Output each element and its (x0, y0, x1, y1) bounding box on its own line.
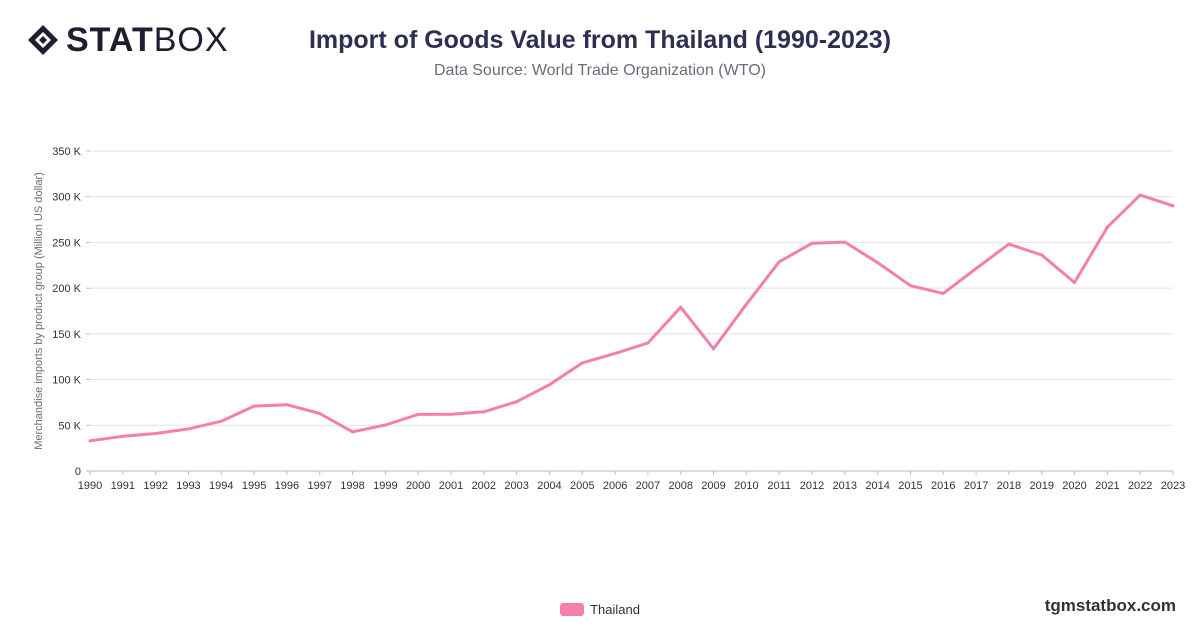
data-point (351, 430, 355, 434)
y-tick-label: 250 K (52, 237, 81, 249)
statbox-logo: STATBOX (26, 22, 229, 58)
y-tick-label: 100 K (52, 375, 81, 387)
data-point (416, 412, 420, 416)
data-point (679, 305, 683, 309)
y-axis-label: Merchandise imports by product group (Mi… (33, 172, 45, 450)
data-point (646, 341, 650, 345)
data-point (383, 423, 387, 427)
data-point (974, 266, 978, 270)
data-point (219, 419, 223, 423)
chart-legend[interactable]: Thailand (0, 602, 1200, 617)
x-tick-label: 1995 (242, 480, 266, 492)
legend-label: Thailand (590, 602, 640, 617)
x-tick-label: 1990 (78, 480, 102, 492)
data-point (154, 432, 158, 436)
data-point (1105, 225, 1109, 229)
x-tick-label: 1991 (111, 480, 135, 492)
y-tick-label: 350 K (52, 146, 81, 158)
x-tick-label: 2009 (701, 480, 725, 492)
x-tick-label: 1992 (143, 480, 167, 492)
x-tick-label: 2002 (472, 480, 496, 492)
x-tick-label: 1998 (340, 480, 364, 492)
diamond-logo-icon (28, 25, 58, 55)
brand-footer: tgmstatbox.com (1044, 596, 1176, 615)
x-tick-label: 2021 (1095, 480, 1119, 492)
series-line-thailand (88, 193, 1175, 443)
data-point (88, 439, 92, 443)
data-point (1007, 242, 1011, 246)
x-tick-label: 2003 (504, 480, 528, 492)
x-tick-label: 2011 (767, 480, 791, 492)
y-tick-label: 50 K (58, 420, 81, 432)
data-point (613, 351, 617, 355)
x-tick-label: 2013 (833, 480, 857, 492)
x-tick-label: 2018 (997, 480, 1021, 492)
legend-swatch (560, 603, 585, 616)
x-tick-label: 1997 (307, 480, 331, 492)
data-point (252, 404, 256, 408)
x-tick-label: 2004 (537, 480, 561, 492)
x-tick-label: 1996 (275, 480, 299, 492)
x-tick-label: 1999 (373, 480, 397, 492)
x-tick-label: 2015 (898, 480, 922, 492)
y-tick-label: 150 K (52, 329, 81, 341)
data-point (712, 347, 716, 351)
x-tick-label: 2016 (931, 480, 955, 492)
data-point (843, 240, 847, 244)
data-point (941, 291, 945, 295)
x-tick-label: 2012 (800, 480, 824, 492)
data-point (547, 383, 551, 387)
x-tick-label: 2022 (1128, 480, 1152, 492)
x-tick-label: 1994 (209, 480, 233, 492)
y-tick-label: 0 (75, 466, 81, 478)
x-tick-label: 2000 (406, 480, 430, 492)
data-point (744, 302, 748, 306)
data-point (580, 361, 584, 365)
data-point (810, 241, 814, 245)
chart-subtitle: Data Source: World Trade Organization (W… (434, 62, 766, 79)
data-point (1040, 253, 1044, 257)
x-tick-label: 2006 (603, 480, 627, 492)
chart-title: Import of Goods Value from Thailand (199… (308, 26, 892, 54)
data-point (1073, 280, 1077, 284)
data-point (121, 434, 125, 438)
x-tick-label: 2010 (734, 480, 758, 492)
x-tick-label: 1993 (176, 480, 200, 492)
x-tick-label: 2014 (865, 480, 889, 492)
data-point (876, 261, 880, 265)
data-point (908, 284, 912, 288)
x-tick-label: 2001 (439, 480, 463, 492)
logo-wordmark-light: BOX (153, 21, 229, 59)
data-point (1138, 193, 1142, 197)
data-point (186, 427, 190, 431)
x-tick-label: 2005 (570, 480, 594, 492)
data-point (1171, 204, 1175, 208)
x-tick-label: 2007 (636, 480, 660, 492)
x-tick-label: 2008 (668, 480, 692, 492)
data-point (777, 260, 781, 264)
y-tick-label: 300 K (52, 192, 81, 204)
data-point (449, 412, 453, 416)
x-tick-label: 2017 (964, 480, 988, 492)
y-tick-label: 200 K (52, 283, 81, 295)
line-chart: 0 50 K 100 K 150 K 200 K 250 K 300 K 350 K 1990 1… (33, 146, 1185, 492)
data-point (285, 403, 289, 407)
x-tick-label: 2019 (1029, 480, 1053, 492)
data-point (482, 410, 486, 414)
logo-wordmark-bold: STAT (66, 21, 154, 59)
x-tick-label: 2020 (1062, 480, 1086, 492)
data-point (515, 400, 519, 404)
logo-wordmark: STATBOX (66, 22, 229, 58)
data-point (318, 411, 322, 415)
x-tick-label: 2023 (1161, 480, 1185, 492)
